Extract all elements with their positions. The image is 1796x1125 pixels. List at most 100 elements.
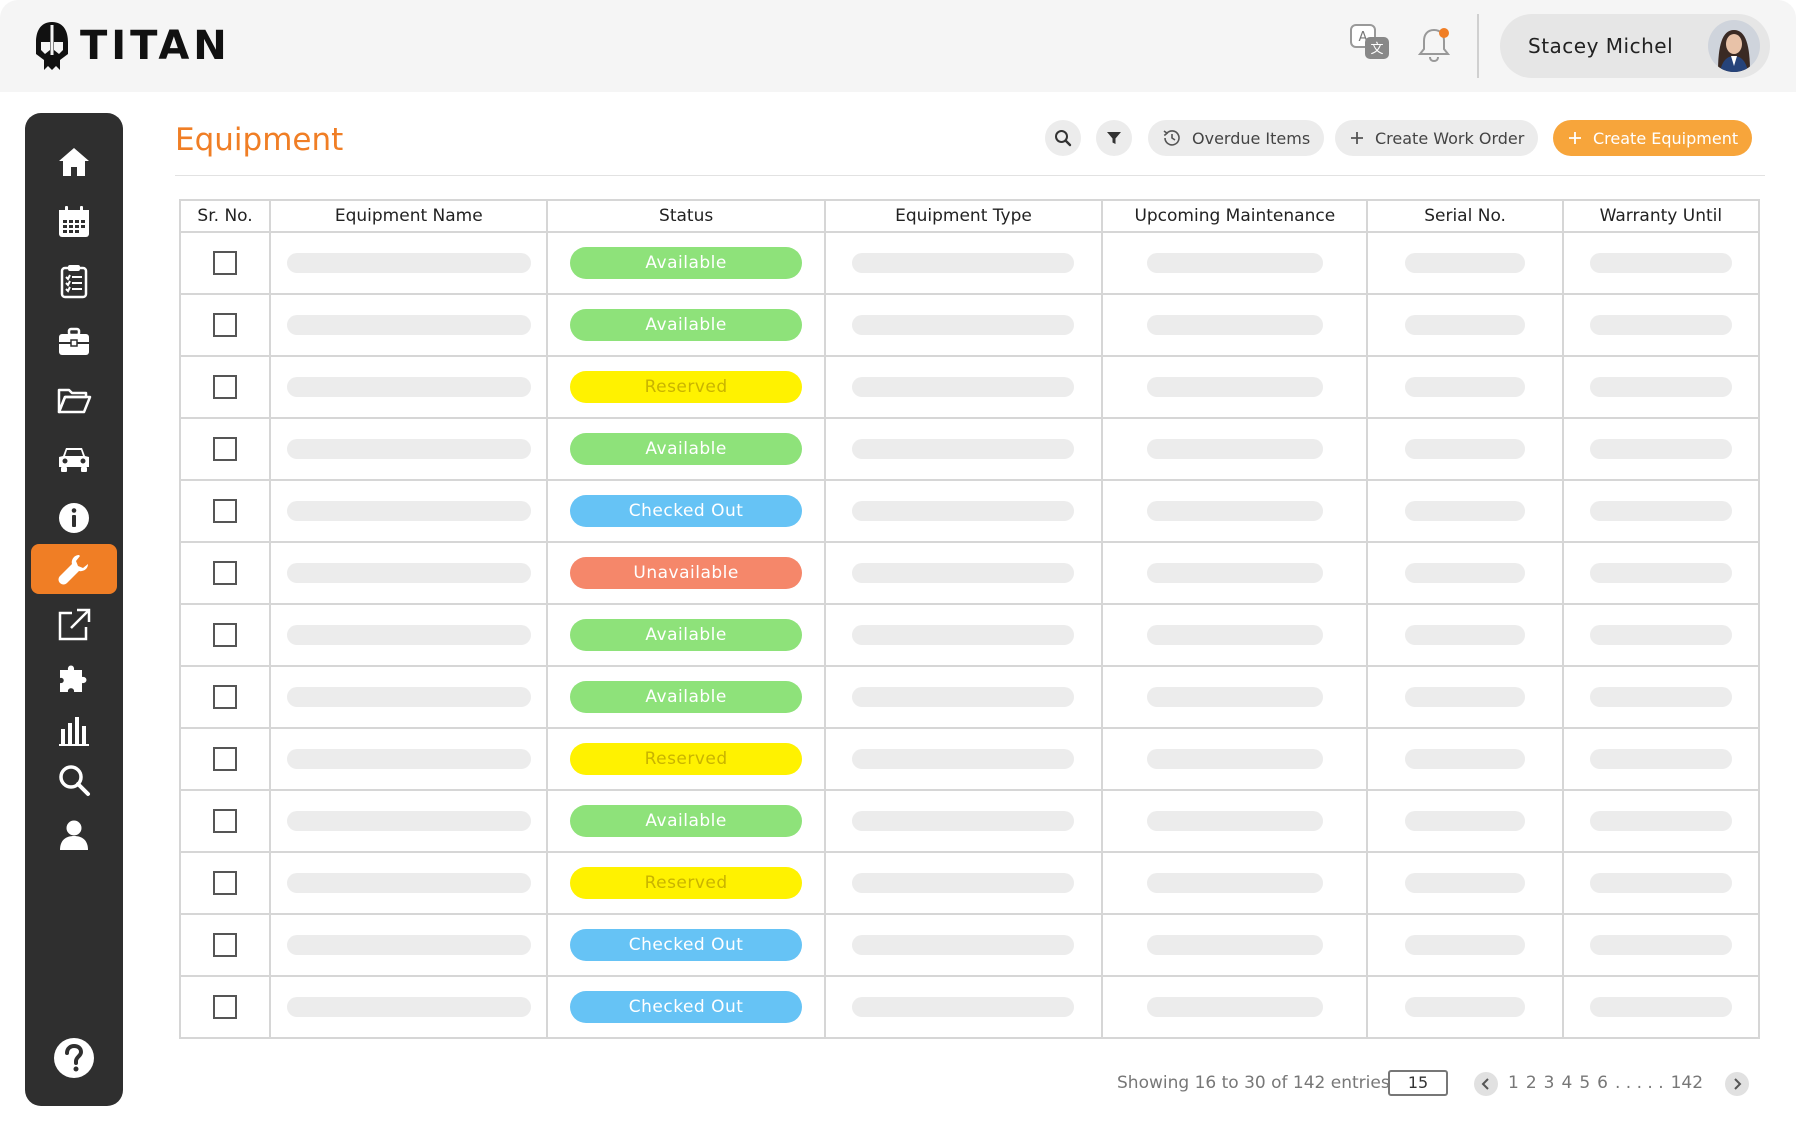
upcoming-maintenance-placeholder <box>1146 873 1323 894</box>
next-page-button[interactable] <box>1725 1072 1749 1096</box>
table-row[interactable]: Unavailable <box>178 541 1761 605</box>
equipment-type-cell <box>823 913 1104 977</box>
equipment-type-placeholder <box>852 501 1075 522</box>
table-header: Sr. No. Equipment Name Status Equipment … <box>178 199 1761 233</box>
search-button[interactable] <box>1045 120 1081 156</box>
sidebar-item-info[interactable] <box>31 493 117 543</box>
table-row[interactable]: Available <box>178 789 1761 853</box>
sidebar-item-vehicles[interactable] <box>31 434 117 484</box>
avatar-image <box>1708 20 1760 72</box>
create-equipment-button[interactable]: Create Equipment <box>1553 120 1753 156</box>
table-row[interactable]: Available <box>178 417 1761 481</box>
status-badge[interactable]: Reserved <box>570 743 803 775</box>
upcoming-maintenance-cell <box>1101 293 1369 357</box>
notifications-button[interactable] <box>1410 20 1458 68</box>
row-checkbox[interactable] <box>213 251 238 275</box>
row-checkbox[interactable] <box>213 933 238 957</box>
table-row[interactable]: Checked Out <box>178 479 1761 543</box>
equipment-type-cell <box>823 603 1104 667</box>
status-badge[interactable]: Available <box>570 433 803 465</box>
column-header-sr-no[interactable]: Sr. No. <box>178 199 272 233</box>
page-link[interactable]: 1 <box>1508 1073 1519 1093</box>
page-link[interactable]: 6 <box>1597 1073 1608 1093</box>
row-checkbox[interactable] <box>213 809 238 833</box>
sidebar-item-calendar[interactable] <box>31 197 117 247</box>
table-row[interactable]: Checked Out <box>178 913 1761 977</box>
sidebar-item-integrations[interactable] <box>31 653 117 703</box>
create-work-order-button[interactable]: Create Work Order <box>1335 120 1539 156</box>
page-link[interactable]: 2 <box>1525 1073 1537 1093</box>
row-checkbox[interactable] <box>213 313 238 337</box>
status-badge[interactable]: Checked Out <box>570 929 803 961</box>
row-checkbox[interactable] <box>213 995 238 1019</box>
status-badge[interactable]: Unavailable <box>570 557 803 589</box>
row-checkbox[interactable] <box>213 437 238 461</box>
status-badge[interactable]: Available <box>570 805 803 837</box>
row-checkbox[interactable] <box>213 499 238 523</box>
column-header-upcoming-maintenance[interactable]: Upcoming Maintenance <box>1101 199 1369 233</box>
sidebar-item-reports[interactable] <box>31 706 117 756</box>
equipment-name-placeholder <box>286 749 531 770</box>
page-link[interactable]: 4 <box>1561 1073 1573 1093</box>
row-checkbox[interactable] <box>213 375 238 399</box>
column-header-equipment-type[interactable]: Equipment Type <box>823 199 1104 233</box>
search-icon <box>59 765 90 796</box>
create-work-order-label: Create Work Order <box>1375 128 1525 148</box>
page-size-input[interactable]: 15 <box>1388 1070 1448 1096</box>
overdue-items-button[interactable]: Overdue Items <box>1148 120 1325 156</box>
status-badge[interactable]: Checked Out <box>570 991 803 1023</box>
status-badge[interactable]: Available <box>570 681 803 713</box>
status-badge[interactable]: Available <box>570 619 803 651</box>
page-link[interactable]: 3 <box>1543 1073 1555 1093</box>
status-badge[interactable]: Available <box>570 247 803 279</box>
warranty-until-cell <box>1561 355 1761 419</box>
row-checkbox[interactable] <box>213 685 238 709</box>
upcoming-maintenance-placeholder <box>1146 501 1323 522</box>
status-badge[interactable]: Checked Out <box>570 495 803 527</box>
column-header-warranty-until[interactable]: Warranty Until <box>1561 199 1761 233</box>
row-checkbox[interactable] <box>213 747 238 771</box>
table-row[interactable]: Available <box>178 293 1761 357</box>
row-checkbox[interactable] <box>213 561 238 585</box>
row-checkbox[interactable] <box>213 623 238 647</box>
table-row[interactable]: Available <box>178 665 1761 729</box>
upcoming-maintenance-placeholder <box>1146 935 1323 956</box>
status-badge[interactable]: Reserved <box>570 867 803 899</box>
brand-logo[interactable]: TITAN <box>34 20 231 72</box>
row-checkbox[interactable] <box>213 871 238 895</box>
equipment-name-placeholder <box>286 687 531 708</box>
filter-button[interactable] <box>1096 120 1132 156</box>
user-menu[interactable]: Stacey Michel <box>1500 14 1770 78</box>
column-header-serial-no[interactable]: Serial No. <box>1366 199 1564 233</box>
upcoming-maintenance-cell <box>1101 789 1369 853</box>
page-link[interactable]: 5 <box>1579 1073 1591 1093</box>
calendar-icon <box>59 206 89 237</box>
table-row[interactable]: Reserved <box>178 727 1761 791</box>
sidebar-item-tasks[interactable] <box>31 256 117 306</box>
status-badge[interactable]: Available <box>570 309 803 341</box>
sidebar-item-profile[interactable] <box>31 810 117 860</box>
page-title: Equipment <box>175 122 344 158</box>
table-row[interactable]: Available <box>178 231 1761 295</box>
sidebar-item-home[interactable] <box>31 137 117 187</box>
equipment-type-placeholder <box>852 315 1075 336</box>
row-select-cell <box>178 603 272 667</box>
sidebar-item-equipment[interactable] <box>31 544 117 594</box>
sidebar-item-documents[interactable] <box>31 375 117 425</box>
column-header-status[interactable]: Status <box>546 199 826 233</box>
table-row[interactable]: Reserved <box>178 851 1761 915</box>
status-badge[interactable]: Reserved <box>570 371 803 403</box>
translate-button[interactable]: A 文 <box>1346 18 1394 66</box>
upcoming-maintenance-cell <box>1101 417 1369 481</box>
table-row[interactable]: Available <box>178 603 1761 667</box>
table-row[interactable]: Checked Out <box>178 975 1761 1039</box>
table-row[interactable]: Reserved <box>178 355 1761 419</box>
help-button[interactable] <box>31 1030 117 1086</box>
sidebar-item-jobs[interactable] <box>31 316 117 366</box>
column-header-equipment-name[interactable]: Equipment Name <box>269 199 549 233</box>
page-link[interactable]: 142 <box>1670 1073 1704 1093</box>
sidebar-item-share[interactable] <box>31 600 117 650</box>
prev-page-button[interactable] <box>1474 1072 1498 1096</box>
sidebar-item-search[interactable] <box>31 755 117 805</box>
